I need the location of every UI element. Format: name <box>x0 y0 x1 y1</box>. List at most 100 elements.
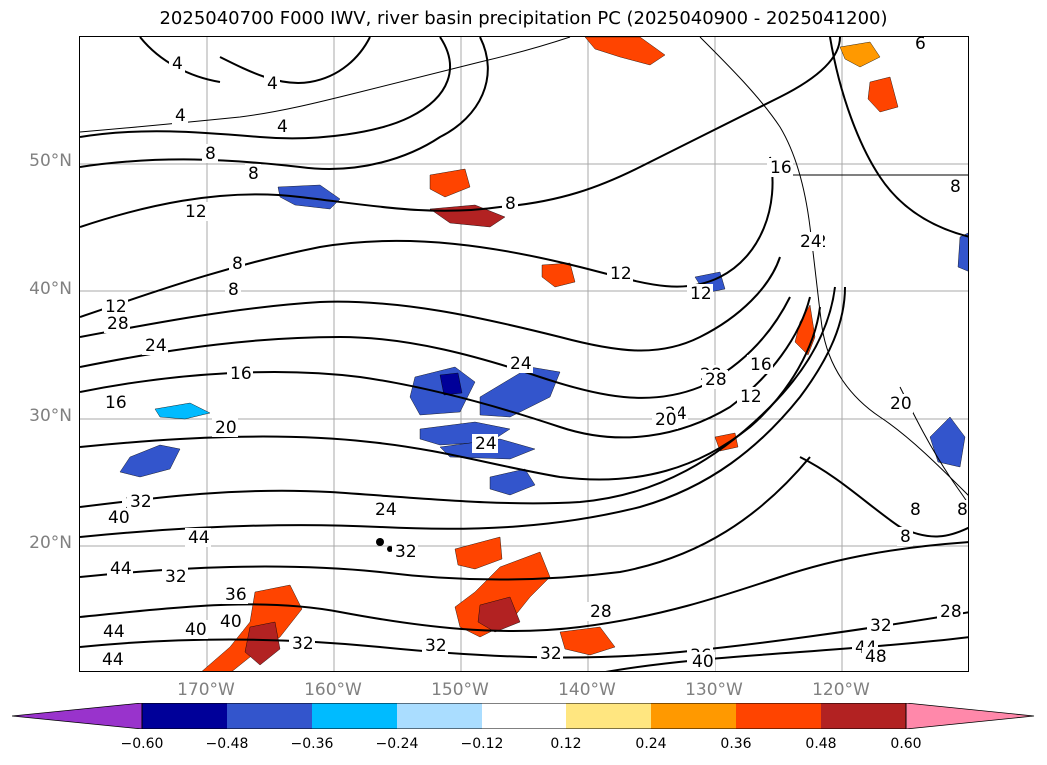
colorbar-outline <box>141 703 907 729</box>
contour-label: 8 <box>950 177 961 197</box>
contour-label-bg <box>169 54 185 73</box>
lon-label-120w: 120°W <box>812 680 870 700</box>
contour-label: 16 <box>105 393 127 413</box>
precip-blob-blue <box>479 366 561 418</box>
iwv-contour <box>80 37 489 170</box>
contour-label-bg <box>862 647 888 666</box>
precip-blob-blue <box>119 444 181 478</box>
contour-label: 44 <box>188 528 210 548</box>
lat-label-50n: 50°N <box>29 151 72 171</box>
precip-blob-blue <box>154 402 211 420</box>
contour-label-bg <box>372 500 398 519</box>
contour-label-bg <box>107 559 133 578</box>
contour-label-bg <box>607 264 633 283</box>
iwv-contour <box>80 286 836 508</box>
contour-label: 32 <box>540 644 562 664</box>
contour-label-bg <box>687 284 713 303</box>
colorbar <box>12 703 1035 729</box>
contour-label-bg <box>212 418 238 437</box>
contour-label: 12 <box>610 264 632 284</box>
contour-label-bg <box>185 528 211 547</box>
precip-blob-blue <box>929 416 966 468</box>
contour-label-bg <box>217 612 243 631</box>
colorbar-tick: 0.48 <box>805 736 837 752</box>
contour-label: 28 <box>107 314 129 334</box>
contour-label-bg <box>702 370 728 389</box>
contour-label-bg <box>172 106 188 125</box>
precip-blob-orange <box>454 536 503 570</box>
colorbar-bin <box>482 703 566 729</box>
contour-label-bg <box>182 202 208 221</box>
map-panel: 4444881288812121212162428282416202428202… <box>79 36 969 672</box>
contour-label: 20 <box>655 410 677 430</box>
contour-label: 16 <box>770 158 792 178</box>
contour-label-bg <box>104 314 130 333</box>
contour-label-bg <box>264 74 280 93</box>
contour-label: 4 <box>277 117 288 137</box>
contour-label-bg <box>907 500 923 519</box>
colorbar-bin <box>227 703 312 729</box>
contour-label: 12 <box>740 387 762 407</box>
contour-label-bg <box>182 620 208 639</box>
contour-label: 4 <box>175 106 186 126</box>
colorbar-bin <box>821 703 906 729</box>
contour-label: 8 <box>900 527 911 547</box>
contour-label-bg <box>737 387 763 406</box>
contour-label-bg <box>222 585 248 604</box>
contour-label-bg <box>105 508 131 527</box>
contour-label-bg <box>652 410 678 429</box>
precip-blob-blue <box>277 184 341 210</box>
contour-label: 12 <box>690 284 712 304</box>
contour-label-bg <box>100 622 126 641</box>
contour-label: 16 <box>230 364 252 384</box>
contour-label-bg <box>797 232 823 251</box>
lon-label-130w: 130°W <box>685 680 743 700</box>
contour-label: 40 <box>108 508 130 528</box>
contour-label-bg <box>912 37 928 53</box>
contour-label: 8 <box>228 280 239 300</box>
contour-label-bg <box>202 144 218 163</box>
iwv-contour <box>829 37 968 238</box>
colorbar-bin <box>566 703 651 729</box>
contour-label-bg <box>887 394 913 413</box>
contour-label-bg <box>689 652 715 671</box>
contour-label-bg <box>274 117 290 136</box>
colorbar-bin <box>736 703 821 729</box>
contour-label: 20 <box>215 418 237 438</box>
precip-blob-blue <box>489 468 536 496</box>
colorbar-tick: −0.60 <box>120 736 164 752</box>
colorbar-tick: 0.12 <box>550 736 582 752</box>
precip-blob-orange <box>839 41 881 68</box>
island <box>387 546 393 552</box>
lon-label-150w: 150°W <box>431 680 489 700</box>
precip-blob-orange <box>541 262 576 288</box>
colorbar-tick: −0.36 <box>290 736 334 752</box>
colorbar-bin <box>651 703 736 729</box>
contour-label-bg <box>102 393 128 412</box>
contour-label-bg <box>747 355 773 374</box>
contour-label-bg <box>767 158 793 177</box>
iwv-contour <box>80 611 968 659</box>
lat-label-20n: 20°N <box>29 533 72 553</box>
colorbar-tick: −0.12 <box>460 736 504 752</box>
precip-blob-orange <box>429 168 471 198</box>
precip-blob-navy <box>439 372 463 396</box>
contour-label: 8 <box>232 254 243 274</box>
contour-label-bg <box>867 616 893 635</box>
precip-blob-orange <box>559 626 616 656</box>
contour-label-bg <box>225 280 241 299</box>
precip-blob-darkred <box>477 596 521 633</box>
contour-label-bg <box>947 177 963 196</box>
contour-label: 32 <box>395 542 417 562</box>
contour-label: 6 <box>915 37 926 54</box>
map-canvas: 4444881288812121212162428282416202428202… <box>80 37 968 671</box>
colorbar-tick: 0.60 <box>890 736 922 752</box>
contour-label: 44 <box>102 650 124 670</box>
contour-label-bg <box>472 434 498 453</box>
iwv-contours <box>80 37 968 671</box>
colorbar-tick: 0.36 <box>720 736 752 752</box>
contour-label: 8 <box>205 144 216 164</box>
contour-label: 32 <box>870 616 892 636</box>
colorbar-bin <box>312 703 397 729</box>
iwv-contour <box>80 37 841 228</box>
